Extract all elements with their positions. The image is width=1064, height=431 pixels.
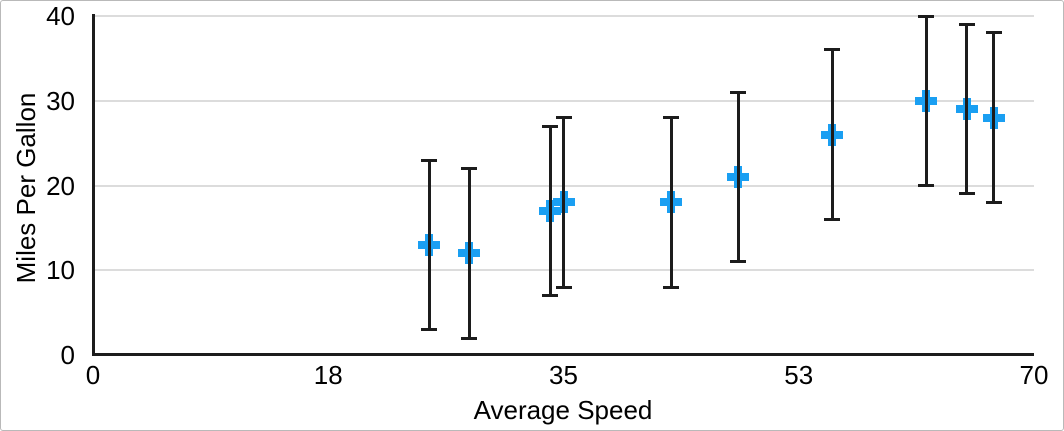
x-axis-line bbox=[92, 353, 1034, 356]
error-bar bbox=[736, 92, 740, 262]
error-bar bbox=[830, 49, 834, 220]
error-bar bbox=[427, 160, 431, 330]
error-bar-cap-bottom bbox=[824, 217, 841, 221]
error-bar bbox=[965, 24, 969, 194]
error-bar-cap-top bbox=[542, 124, 559, 128]
x-tick-label-35: 35 bbox=[549, 360, 578, 390]
gridline-y-40 bbox=[95, 15, 1034, 17]
error-bar-cap-bottom bbox=[918, 184, 935, 187]
x-tick-label-70: 70 bbox=[1019, 360, 1049, 390]
y-tick-label-0: 0 bbox=[60, 340, 75, 370]
error-bar-cap-top bbox=[958, 22, 975, 26]
error-bar-cap-bottom bbox=[461, 336, 478, 340]
y-tick-label-30: 30 bbox=[46, 85, 75, 116]
error-bar-cap-bottom bbox=[542, 294, 559, 298]
error-bar-cap-bottom bbox=[421, 328, 438, 332]
error-bar-cap-bottom bbox=[555, 285, 572, 289]
error-bar bbox=[467, 168, 471, 339]
x-tick-label-18: 18 bbox=[313, 360, 343, 390]
error-bar-cap-bottom bbox=[663, 285, 680, 289]
error-bar bbox=[562, 117, 565, 288]
error-bar bbox=[548, 126, 552, 296]
error-bar-cap-bottom bbox=[985, 200, 1002, 204]
x-axis-title: Average Speed bbox=[473, 395, 653, 425]
y-tick-label-40: 40 bbox=[46, 1, 75, 31]
error-bar-cap-top bbox=[918, 14, 935, 18]
y-tick-label-10: 10 bbox=[46, 255, 75, 286]
error-bar-cap-top bbox=[421, 158, 438, 162]
gridline-y-30 bbox=[95, 99, 1034, 102]
error-bar-cap-top bbox=[985, 31, 1002, 35]
error-bar bbox=[924, 16, 928, 186]
error-bar-cap-top bbox=[461, 167, 478, 171]
error-bar bbox=[669, 117, 673, 288]
x-tick-label-53: 53 bbox=[784, 360, 814, 390]
y-axis-line bbox=[92, 14, 95, 356]
error-bar-cap-top bbox=[824, 48, 841, 52]
error-bar bbox=[992, 32, 996, 203]
error-bar-cap-bottom bbox=[730, 260, 747, 264]
error-bar-cap-top bbox=[555, 116, 572, 120]
error-bar-cap-bottom bbox=[958, 192, 975, 196]
x-tick-label-0: 0 bbox=[85, 360, 101, 390]
y-tick-label-20: 20 bbox=[46, 170, 75, 201]
error-bar-cap-top bbox=[730, 90, 747, 94]
error-bar-cap-top bbox=[663, 116, 680, 120]
